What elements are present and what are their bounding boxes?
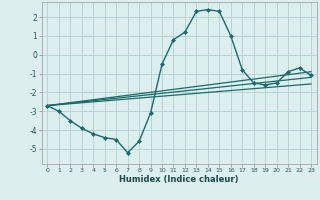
X-axis label: Humidex (Indice chaleur): Humidex (Indice chaleur): [119, 175, 239, 184]
